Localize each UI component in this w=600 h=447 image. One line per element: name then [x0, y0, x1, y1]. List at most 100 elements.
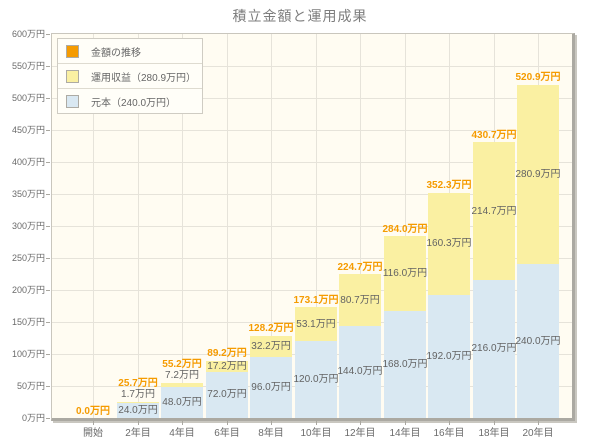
bar-principal-segment — [428, 295, 470, 418]
gridline-h — [52, 258, 572, 259]
x-tick-mark — [316, 421, 317, 425]
bar-total-label: 284.0万円 — [382, 224, 428, 235]
y-axis-label: 450万円 — [11, 125, 45, 135]
gridline-h — [52, 98, 572, 99]
gridline-h — [52, 130, 572, 131]
y-axis-label: 250万円 — [11, 253, 45, 263]
x-axis-label: 2年目 — [125, 428, 151, 439]
y-axis-label: 100万円 — [11, 349, 45, 359]
x-axis-label: 12年目 — [344, 428, 376, 439]
y-tick-mark — [46, 66, 50, 67]
bar-principal-segment — [250, 356, 292, 418]
bar-income-segment — [161, 382, 203, 388]
legend-item: 運用収益（280.9万円） — [58, 64, 202, 89]
bar-principal-label: 168.0万円 — [382, 359, 428, 370]
y-axis-label: 150万円 — [11, 317, 45, 327]
legend-swatch-principal — [66, 94, 79, 108]
bar-income-label: 116.0万円 — [382, 268, 428, 279]
x-tick-mark — [360, 421, 361, 425]
y-tick-mark — [46, 386, 50, 387]
bar-income-segment — [295, 307, 337, 342]
legend-label: 元本（240.0万円） — [91, 97, 177, 109]
bar-total-label: 173.1万円 — [293, 295, 339, 306]
bar-total-label: 128.2万円 — [248, 323, 294, 334]
gridline-h — [52, 194, 572, 195]
y-axis-label: 0万円 — [21, 413, 45, 423]
x-axis-label: 6年目 — [214, 428, 240, 439]
bar-income-label: 1.7万円 — [121, 389, 155, 400]
bar-income-label: 160.3万円 — [426, 238, 472, 249]
y-tick-mark — [46, 98, 50, 99]
y-tick-mark — [46, 258, 50, 259]
x-axis-label: 開始 — [83, 428, 103, 439]
bar-income-segment — [250, 336, 292, 357]
y-tick-mark — [46, 226, 50, 227]
chart-title: 積立金額と運用成果 — [232, 8, 368, 24]
x-axis-label: 8年目 — [258, 428, 284, 439]
bar-principal-segment — [161, 387, 203, 418]
bar-total-label: 89.2万円 — [207, 348, 247, 359]
bar-income-label: 80.7万円 — [340, 295, 380, 306]
bar-principal-label: 192.0万円 — [426, 351, 472, 362]
gridline-v — [316, 34, 317, 418]
bar-total-label: 25.7万円 — [118, 378, 158, 389]
y-tick-mark — [46, 418, 50, 419]
bar-principal-label: 48.0万円 — [162, 397, 202, 408]
bar-income-label: 7.2万円 — [165, 370, 199, 381]
bar-total-label: 55.2万円 — [162, 359, 202, 370]
legend-item: 元本（240.0万円） — [58, 89, 202, 113]
x-tick-mark — [138, 421, 139, 425]
bar-total-label: 224.7万円 — [337, 262, 383, 273]
bar-principal-segment — [295, 341, 337, 418]
x-tick-mark — [449, 421, 450, 425]
x-tick-mark — [538, 421, 539, 425]
gridline-h — [52, 290, 572, 291]
legend-item: 金額の推移 — [58, 39, 202, 64]
bar-principal-label: 24.0万円 — [118, 405, 158, 416]
y-axis-label: 300万円 — [11, 221, 45, 231]
plot-area: 金額の推移 運用収益（280.9万円） 元本（240.0万円） 0.0万円 24.… — [51, 33, 575, 421]
bar-total-label: 0.0万円 — [76, 406, 110, 417]
y-tick-mark — [46, 34, 50, 35]
bar-principal-segment — [339, 325, 381, 418]
y-axis-label: 500万円 — [11, 93, 45, 103]
bar-principal-label: 96.0万円 — [251, 382, 291, 393]
bar-income-segment — [117, 401, 159, 403]
x-axis-label: 18年目 — [478, 428, 510, 439]
bar-principal-label: 120.0万円 — [293, 374, 339, 385]
gridline-v — [227, 34, 228, 418]
bar-income-label: 214.7万円 — [471, 206, 517, 217]
x-tick-mark — [405, 421, 406, 425]
x-axis-label: 20年目 — [522, 428, 554, 439]
bar-income-segment — [517, 84, 559, 265]
y-axis-label: 400万円 — [11, 157, 45, 167]
gridline-v — [93, 34, 94, 418]
x-axis-label: 10年目 — [300, 428, 332, 439]
bar-income-segment — [339, 274, 381, 326]
bar-income-segment — [428, 192, 470, 296]
bar-principal-segment — [206, 371, 248, 418]
x-axis-label: 14年目 — [389, 428, 421, 439]
gridline-h — [52, 162, 572, 163]
bar-principal-label: 216.0万円 — [471, 343, 517, 354]
legend-label: 運用収益（280.9万円） — [91, 72, 197, 84]
bar-income-label: 17.2万円 — [207, 361, 247, 372]
y-tick-mark — [46, 290, 50, 291]
bar-income-label: 280.9万円 — [515, 169, 561, 180]
bar-principal-label: 240.0万円 — [515, 336, 561, 347]
x-tick-mark — [271, 421, 272, 425]
bar-total-label: 520.9万円 — [515, 72, 561, 83]
y-axis-label: 50万円 — [16, 381, 45, 391]
gridline-v — [182, 34, 183, 418]
bar-income-label: 32.2万円 — [251, 341, 291, 352]
bar-principal-segment — [517, 264, 559, 418]
gridline-h — [52, 66, 572, 67]
y-tick-mark — [46, 194, 50, 195]
bar-income-segment — [473, 142, 515, 280]
gridline-v — [405, 34, 406, 418]
y-tick-mark — [46, 162, 50, 163]
bar-total-label: 430.7万円 — [471, 130, 517, 141]
y-axis-label: 200万円 — [11, 285, 45, 295]
x-axis-label: 4年目 — [169, 428, 195, 439]
